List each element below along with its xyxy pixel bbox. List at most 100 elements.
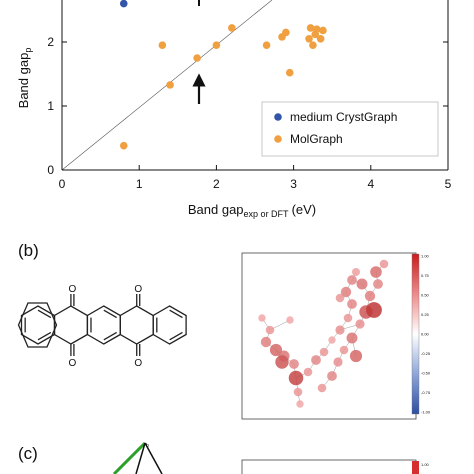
legend-box xyxy=(261,101,439,157)
molecule-drawing: O O O O xyxy=(20,284,187,369)
point-crystgraph xyxy=(119,0,128,8)
y-tick-label: 0 xyxy=(47,163,54,177)
y-axis-ticks: 0 1 2 xyxy=(47,35,448,177)
x-tick-label: 2 xyxy=(213,177,220,191)
graph-node xyxy=(335,293,345,303)
y-tick-label: 2 xyxy=(47,35,54,49)
scatter-panel: 0 1 2 3 4 5 0 1 2 Band gapexp or DFT (eV) Band g… xyxy=(16,0,452,219)
colorbar-b-tick-label: 0.25 xyxy=(421,312,430,317)
point-molgraph xyxy=(228,24,236,32)
x-tick-label: 1 xyxy=(136,177,143,191)
colorbar-b-ticks: 1.00 0.75 0.50 0.25 0.00 -0.25 -0.50 -0.75 -1.00 xyxy=(421,254,431,415)
double-bond xyxy=(37,309,52,319)
graph-node xyxy=(349,349,363,363)
graph-node xyxy=(347,275,357,285)
colorbar-c xyxy=(412,461,419,474)
colorbar-b-tick-label: -0.50 xyxy=(421,371,431,376)
data-points xyxy=(119,0,327,150)
oxygen-atom: O xyxy=(69,284,77,295)
graph-node xyxy=(366,302,382,318)
point-molgraph xyxy=(305,35,313,43)
point-molgraph xyxy=(316,35,325,43)
graph-frame-c xyxy=(241,459,417,474)
y-axis-label: Band gapp xyxy=(16,48,33,109)
graph-node xyxy=(335,325,345,335)
graph-node xyxy=(311,355,321,365)
graph-node xyxy=(317,383,327,393)
point-molgraph xyxy=(312,25,321,33)
svg-text:b: b xyxy=(146,443,149,449)
colorbar-b-tick-label: -0.75 xyxy=(421,390,431,395)
ring-1 xyxy=(20,305,56,345)
oxygen-atom: O xyxy=(134,358,142,369)
double-bond xyxy=(103,309,117,319)
oxygen-atom: O xyxy=(69,358,77,369)
x-axis-label: Band gapexp or DFT (eV) xyxy=(188,202,316,219)
graph-node xyxy=(328,336,336,344)
graph-node xyxy=(370,266,382,278)
legend-label-crystgraph: medium CrystGraph xyxy=(290,110,397,124)
colorbar-b-tick-label: -1.00 xyxy=(421,410,431,415)
ring-5 xyxy=(152,305,187,345)
graph-node xyxy=(288,370,304,386)
graph-node xyxy=(303,367,313,377)
graph-panel-b: 1.00 0.75 0.50 0.25 0.00 -0.25 -0.50 -0.75 -1.00 xyxy=(241,252,431,420)
point-molgraph xyxy=(306,24,315,32)
graph-panel-c-partial: 1.00 xyxy=(241,459,430,474)
double-bond xyxy=(169,309,183,319)
legend-marker-crystgraph xyxy=(274,113,282,121)
point-molgraph xyxy=(285,68,294,77)
graph-node xyxy=(260,336,272,348)
panel-label-b: (b) xyxy=(18,241,39,260)
graph-node xyxy=(373,279,383,289)
point-molgraph xyxy=(262,41,271,49)
colorbar-b-tick-label: -0.25 xyxy=(421,351,431,356)
graph-node xyxy=(265,325,275,335)
graph-node xyxy=(269,343,283,357)
structure-c-partial: b xyxy=(112,441,163,474)
graph-node xyxy=(346,332,358,344)
point-molgraph xyxy=(158,41,167,49)
y-tick-label: 1 xyxy=(47,99,54,113)
ring-4 xyxy=(119,305,154,345)
graph-node xyxy=(293,387,303,397)
molecule-structure xyxy=(17,302,58,348)
graph-node xyxy=(343,313,353,323)
point-molgraph xyxy=(319,26,327,35)
legend-label-molgraph: MolGraph xyxy=(290,132,343,146)
double-bond xyxy=(103,331,117,341)
graph-node xyxy=(340,286,352,298)
point-molgraph xyxy=(309,41,317,49)
graph-node xyxy=(258,314,266,322)
graph-node xyxy=(333,357,343,367)
colorbar-b-tick-label: 0.75 xyxy=(421,273,430,278)
graph-node xyxy=(355,319,365,329)
colorbar-b-tick-label: 0.50 xyxy=(421,293,430,298)
graph-node xyxy=(327,371,337,381)
colorbar-b-tick-label: 0.00 xyxy=(421,332,430,337)
graph-node xyxy=(275,355,289,369)
colorbar-b-tick-label: 1.00 xyxy=(421,254,430,259)
graph-node xyxy=(364,290,376,302)
colorbar-c-tick: 1.00 xyxy=(421,462,430,467)
x-axis-ticks: 0 1 2 3 4 5 xyxy=(59,165,452,191)
point-molgraph xyxy=(119,141,128,150)
graph-node xyxy=(296,400,304,408)
point-molgraph xyxy=(166,81,174,89)
ring-3 xyxy=(86,305,121,345)
double-bond xyxy=(37,331,52,341)
colorbar-b xyxy=(411,253,420,415)
x-tick-label: 0 xyxy=(59,177,66,191)
graph-node xyxy=(352,268,360,276)
legend: medium CrystGraph MolGraph xyxy=(261,101,439,157)
graph-node xyxy=(319,347,329,357)
point-molgraph xyxy=(282,28,290,37)
x-tick-label: 3 xyxy=(290,177,297,191)
graph-node xyxy=(286,316,294,324)
graph-node xyxy=(347,299,357,309)
graph-frame-b xyxy=(241,252,417,420)
double-bond xyxy=(169,331,183,341)
graph-node xyxy=(289,359,299,369)
point-molgraph xyxy=(212,41,221,49)
